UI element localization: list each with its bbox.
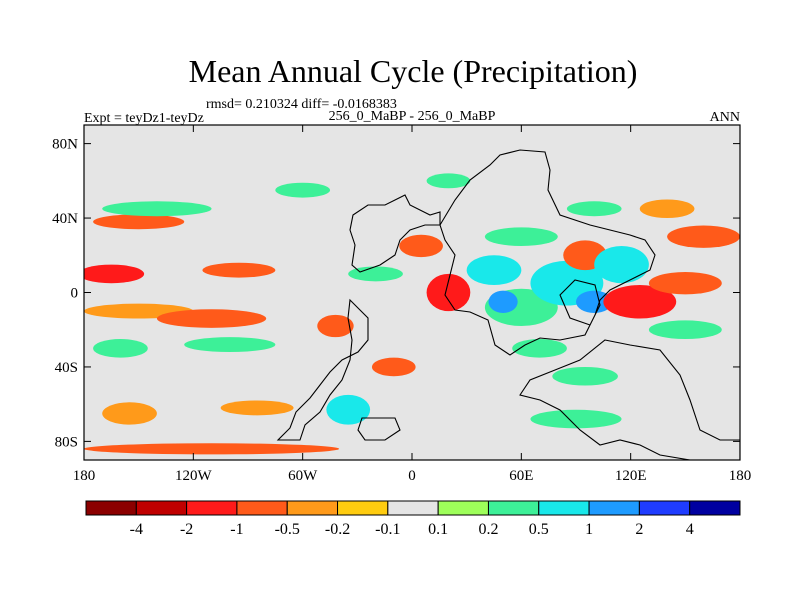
antarctic-island-outline xyxy=(357,417,401,441)
anomaly-patch-5 xyxy=(102,201,212,217)
colorbar-label: -0.1 xyxy=(375,521,400,538)
colorbar-box xyxy=(689,500,741,516)
x-tick-label: 180 xyxy=(73,468,96,484)
x-axis: 180 120W 60W 0 60E 120E 180 xyxy=(73,125,752,484)
colorbar-label: -4 xyxy=(130,521,143,538)
colorbar-box xyxy=(588,500,640,516)
americas-outline xyxy=(276,194,441,441)
continent-outlines xyxy=(276,149,740,460)
anomaly-patch-36 xyxy=(530,409,622,429)
colorbar: -4 -2 -1 -0.5 -0.2 -0.1 0.1 0.2 0.5 1 2 4 xyxy=(85,500,741,538)
colorbar-label: 0.2 xyxy=(478,521,498,538)
anomaly-patch-0 xyxy=(84,264,145,284)
anomaly-patch-14 xyxy=(371,357,416,377)
colorbar-label: -1 xyxy=(230,521,243,538)
colorbar-label: 0.1 xyxy=(428,521,448,538)
anomaly-patch-25 xyxy=(594,245,649,284)
map-plot-area xyxy=(83,124,741,461)
anomaly-patch-8 xyxy=(184,337,276,353)
anomaly-patch-6 xyxy=(275,182,330,198)
season-label: ANN xyxy=(710,110,740,125)
y-tick-label: 40S xyxy=(55,360,78,376)
x-tick-label: 60E xyxy=(509,468,533,484)
y-tick-label: 80S xyxy=(55,434,78,450)
colorbar-box xyxy=(286,500,339,516)
colorbar-box xyxy=(135,500,188,516)
experiment-label: Expt = teyDz1-teyDz xyxy=(84,111,204,126)
colorbar-label: -0.2 xyxy=(325,521,350,538)
anomaly-patch-17 xyxy=(466,255,522,286)
anomaly-field xyxy=(84,173,740,455)
colorbar-label: 2 xyxy=(635,521,643,538)
anomaly-patch-9 xyxy=(102,402,157,425)
x-tick-label: 0 xyxy=(408,468,416,484)
colorbar-box xyxy=(387,500,439,516)
anomaly-patch-2 xyxy=(156,309,267,328)
x-tick-label: 120W xyxy=(175,468,213,484)
colorbar-box xyxy=(236,500,288,516)
colorbar-box xyxy=(186,500,238,516)
anomaly-patch-11 xyxy=(84,443,340,455)
anomaly-patch-27 xyxy=(667,225,740,248)
x-tick-label: 60W xyxy=(288,468,318,484)
anomaly-patch-28 xyxy=(484,227,558,246)
afro-eurasia-outline xyxy=(439,149,740,460)
anomaly-patch-30 xyxy=(552,366,618,386)
anomaly-patch-32 xyxy=(639,199,695,219)
anomaly-patch-3 xyxy=(202,262,276,278)
anomaly-patch-35 xyxy=(348,266,403,282)
colorbar-box xyxy=(337,500,389,516)
stats-label: rmsd= 0.210324 diff= -0.0168383 xyxy=(206,97,397,112)
colorbar-box xyxy=(538,500,590,516)
anomaly-patch-34 xyxy=(426,173,471,189)
anomaly-patch-10 xyxy=(220,400,294,416)
y-tick-label: 80N xyxy=(52,137,78,153)
colorbar-label: 1 xyxy=(585,521,593,538)
y-tick-label: 0 xyxy=(71,286,79,302)
colorbar-label: 4 xyxy=(686,521,694,538)
colorbar-label: -0.5 xyxy=(275,521,300,538)
anomaly-patch-16 xyxy=(426,273,471,312)
chart-title: Mean Annual Cycle (Precipitation) xyxy=(189,53,638,89)
anomaly-patch-26 xyxy=(648,272,722,295)
x-tick-label: 180 xyxy=(729,468,752,484)
colorbar-box xyxy=(638,500,691,516)
anomaly-patch-12 xyxy=(317,314,354,338)
colorbar-box xyxy=(85,500,137,516)
colorbar-box xyxy=(437,500,489,516)
colorbar-box xyxy=(487,500,540,516)
x-tick-label: 120E xyxy=(615,468,647,484)
y-tick-label: 40N xyxy=(52,211,78,227)
anomaly-patch-24 xyxy=(603,285,677,319)
anomaly-patch-15 xyxy=(399,234,443,258)
case-label: 256_0_MaBP - 256_0_MaBP xyxy=(329,109,496,124)
colorbar-label: -2 xyxy=(180,521,193,538)
anomaly-patch-29 xyxy=(512,339,567,358)
anomaly-patch-7 xyxy=(93,339,148,358)
anomaly-patch-19 xyxy=(488,290,518,313)
anomaly-patch-33 xyxy=(566,201,622,217)
y-axis: 80N 40N 0 40S 80S xyxy=(52,137,740,450)
anomaly-patch-4 xyxy=(93,214,185,230)
anomaly-patch-31 xyxy=(648,320,722,340)
anomaly-patch-13 xyxy=(326,394,371,425)
colorbar-label: 0.5 xyxy=(529,521,549,538)
